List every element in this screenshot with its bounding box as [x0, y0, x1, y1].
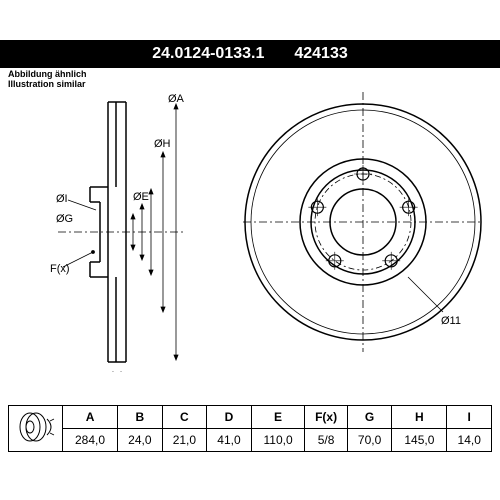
col-D: D — [207, 406, 252, 429]
val-B: 24,0 — [118, 429, 163, 452]
col-I: I — [447, 406, 492, 429]
col-F: F(x) — [305, 406, 347, 429]
val-H: 145,0 — [392, 429, 447, 452]
col-C: C — [162, 406, 207, 429]
ref-number: 424133 — [294, 45, 347, 63]
side-view: ØI ØG F(x) ØE ØH ØA B D C (MTH) — [38, 92, 188, 372]
label-diaG: ØG — [56, 213, 73, 225]
col-G: G — [347, 406, 392, 429]
label-diaH: ØH — [154, 138, 171, 150]
col-A: A — [63, 406, 118, 429]
col-E: E — [251, 406, 305, 429]
technical-drawing: ØI ØG F(x) ØE ØH ØA B D C (MTH) Ø11 — [8, 72, 492, 382]
val-I: 14,0 — [447, 429, 492, 452]
label-hole-dia: Ø11 — [441, 315, 461, 327]
col-H: H — [392, 406, 447, 429]
val-F: 5/8 — [305, 429, 347, 452]
header-bar: 24.0124-0133.1 424133 — [0, 40, 500, 68]
part-number: 24.0124-0133.1 — [152, 45, 264, 63]
dimension-table: A B C D E F(x) G H I 284,0 24,0 21,0 41,… — [8, 405, 492, 452]
val-C: 21,0 — [162, 429, 207, 452]
disc-icon — [12, 409, 60, 445]
val-E: 110,0 — [251, 429, 305, 452]
label-diaI: ØI — [56, 193, 68, 205]
val-A: 284,0 — [63, 429, 118, 452]
col-B: B — [118, 406, 163, 429]
label-Fx: F(x) — [50, 263, 70, 275]
icon-cell — [9, 406, 63, 452]
table-header-row: A B C D E F(x) G H I — [9, 406, 492, 429]
front-view: Ø11 — [243, 82, 483, 372]
val-G: 70,0 — [347, 429, 392, 452]
label-diaA: ØA — [168, 93, 185, 105]
label-diaE: ØE — [133, 191, 149, 203]
table-value-row: 284,0 24,0 21,0 41,0 110,0 5/8 70,0 145,… — [9, 429, 492, 452]
val-D: 41,0 — [207, 429, 252, 452]
